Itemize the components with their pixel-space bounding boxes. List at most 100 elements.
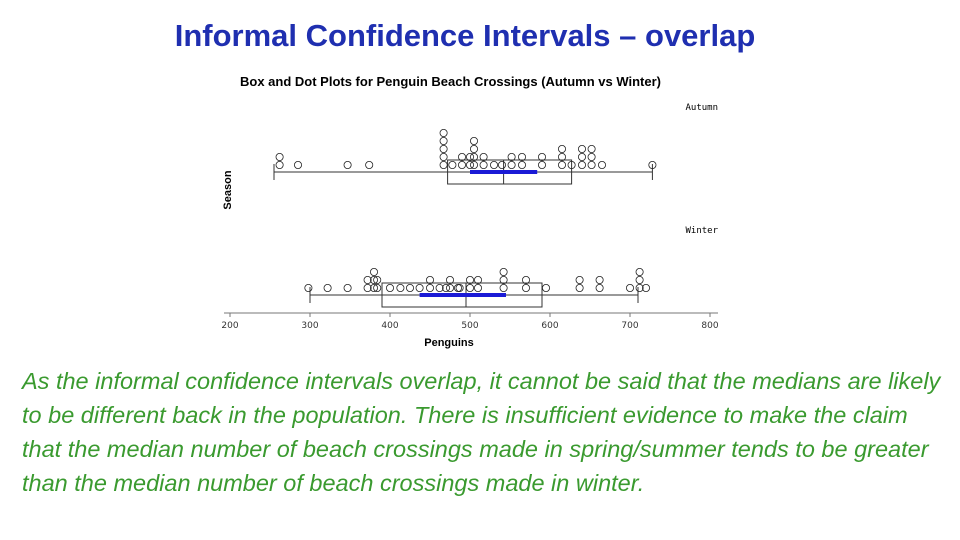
data-point bbox=[473, 275, 482, 284]
data-point bbox=[499, 283, 508, 292]
data-point bbox=[445, 283, 454, 292]
data-point bbox=[469, 144, 478, 153]
data-point bbox=[396, 283, 405, 292]
winter-panel-label: Winter bbox=[685, 226, 718, 236]
data-point bbox=[595, 275, 604, 284]
data-point bbox=[323, 283, 332, 292]
conclusion-text: As the informal confidence intervals ove… bbox=[22, 368, 941, 496]
data-point bbox=[473, 283, 482, 292]
data-point bbox=[369, 267, 378, 276]
data-point bbox=[465, 160, 474, 169]
data-point bbox=[457, 152, 466, 161]
data-point bbox=[365, 160, 374, 169]
data-point bbox=[518, 152, 527, 161]
x-tick-label: 300 bbox=[301, 321, 318, 331]
data-point bbox=[439, 128, 448, 137]
data-point bbox=[587, 160, 596, 169]
data-point bbox=[293, 160, 302, 169]
data-point bbox=[405, 283, 414, 292]
data-point bbox=[453, 283, 462, 292]
data-point bbox=[363, 275, 372, 284]
data-point bbox=[507, 152, 516, 161]
data-point bbox=[369, 283, 378, 292]
x-tick-label: 600 bbox=[541, 321, 558, 331]
slide-title: Informal Confidence Intervals – overlap bbox=[174, 18, 756, 53]
data-point bbox=[635, 267, 644, 276]
data-point bbox=[578, 160, 587, 169]
data-point bbox=[575, 275, 584, 284]
data-point bbox=[343, 283, 352, 292]
data-point bbox=[522, 283, 531, 292]
data-point bbox=[465, 152, 474, 161]
data-point bbox=[489, 160, 498, 169]
x-tick-label: 400 bbox=[381, 321, 398, 331]
data-point bbox=[275, 160, 284, 169]
data-point bbox=[363, 283, 372, 292]
data-point bbox=[304, 283, 313, 292]
data-point bbox=[598, 160, 607, 169]
data-point bbox=[635, 275, 644, 284]
winter-panel bbox=[304, 267, 651, 308]
data-point bbox=[558, 160, 567, 169]
x-axis-ticks: 200 300 400 500 600 700 800 bbox=[221, 313, 719, 331]
data-point bbox=[469, 136, 478, 145]
x-tick-label: 500 bbox=[461, 321, 478, 331]
data-point bbox=[373, 283, 382, 292]
data-point bbox=[373, 275, 382, 284]
data-point bbox=[469, 152, 478, 161]
x-tick-label: 800 bbox=[701, 321, 718, 331]
data-point bbox=[479, 160, 488, 169]
autumn-panel-label: Autumn bbox=[685, 103, 718, 113]
data-point bbox=[595, 283, 604, 292]
data-point bbox=[445, 275, 454, 284]
data-point bbox=[385, 283, 394, 292]
data-point bbox=[441, 283, 450, 292]
data-point bbox=[415, 283, 424, 292]
data-point bbox=[578, 144, 587, 153]
data-point bbox=[435, 283, 444, 292]
data-point bbox=[626, 283, 635, 292]
data-point bbox=[635, 283, 644, 292]
x-axis-label: Penguins bbox=[424, 337, 474, 349]
data-point bbox=[538, 160, 547, 169]
data-point bbox=[465, 283, 474, 292]
data-point bbox=[425, 283, 434, 292]
data-point bbox=[499, 267, 508, 276]
data-point bbox=[455, 283, 464, 292]
data-point bbox=[522, 275, 531, 284]
data-point bbox=[425, 275, 434, 284]
data-point bbox=[479, 152, 488, 161]
data-point bbox=[587, 144, 596, 153]
iqr-box bbox=[381, 282, 543, 308]
data-point bbox=[642, 283, 651, 292]
data-point bbox=[578, 152, 587, 161]
data-point bbox=[439, 160, 448, 169]
data-point bbox=[343, 160, 352, 169]
x-tick-label: 200 bbox=[221, 321, 238, 331]
data-point bbox=[448, 160, 457, 169]
data-point bbox=[497, 160, 506, 169]
data-point bbox=[542, 283, 551, 292]
data-point bbox=[439, 152, 448, 161]
data-point bbox=[507, 160, 516, 169]
data-point bbox=[558, 144, 567, 153]
chart-title: Box and Dot Plots for Penguin Beach Cros… bbox=[240, 74, 661, 89]
data-point bbox=[439, 136, 448, 145]
data-point bbox=[469, 160, 478, 169]
data-point bbox=[558, 152, 567, 161]
data-point bbox=[538, 152, 547, 161]
autumn-panel bbox=[273, 128, 657, 185]
data-point bbox=[587, 152, 596, 161]
data-point bbox=[465, 275, 474, 284]
data-point bbox=[275, 152, 284, 161]
data-point bbox=[567, 160, 576, 169]
y-axis-label: Season bbox=[222, 170, 234, 209]
data-point bbox=[499, 275, 508, 284]
data-point bbox=[369, 275, 378, 284]
data-point bbox=[518, 160, 527, 169]
data-point bbox=[575, 283, 584, 292]
data-point bbox=[648, 160, 657, 169]
data-point bbox=[457, 160, 466, 169]
data-point bbox=[439, 144, 448, 153]
